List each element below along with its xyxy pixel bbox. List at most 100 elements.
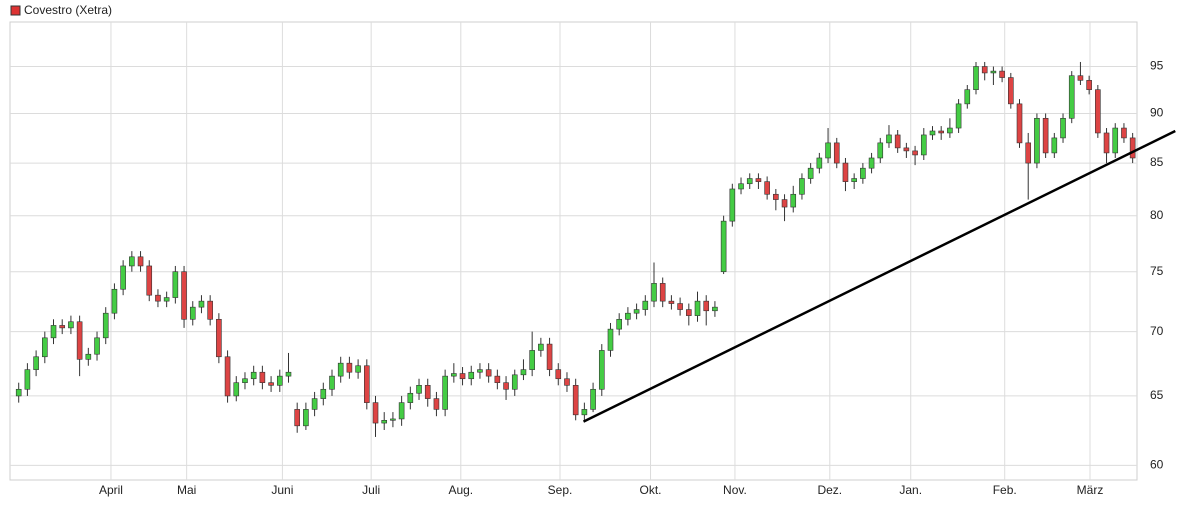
- candle-body: [477, 369, 483, 373]
- candle-body: [424, 385, 431, 399]
- y-tick-label: 80: [1150, 208, 1164, 222]
- candle-body: [929, 130, 936, 136]
- x-tick-label: Juni: [271, 483, 293, 497]
- candle-body: [1034, 117, 1040, 164]
- candle-body: [677, 303, 683, 310]
- x-tick-label: Sep.: [548, 483, 573, 497]
- candle-body: [1129, 137, 1136, 159]
- candle-body: [85, 353, 92, 360]
- candle-body: [355, 365, 361, 373]
- candle-body: [981, 66, 988, 74]
- candle-body: [912, 150, 918, 156]
- candle-body: [868, 157, 875, 169]
- candle-body: [242, 378, 248, 383]
- candle-body: [947, 127, 953, 134]
- x-tick-label: Dez.: [817, 483, 842, 497]
- candle-body: [155, 294, 161, 302]
- candle-body: [120, 265, 126, 290]
- candle-body: [259, 371, 266, 383]
- candle-body: [651, 283, 657, 302]
- candle-body: [642, 300, 649, 310]
- candle-body: [1008, 77, 1014, 105]
- candle-body: [250, 371, 257, 380]
- candle-body: [233, 382, 240, 397]
- candle-body: [564, 378, 570, 386]
- candle-body: [877, 142, 884, 159]
- candle-body: [451, 373, 457, 377]
- candle-body: [459, 373, 466, 380]
- y-tick-label: 75: [1150, 264, 1164, 278]
- candle-body: [268, 382, 274, 386]
- candle-body: [1112, 127, 1119, 154]
- candle-body: [860, 167, 866, 179]
- candle-body: [938, 130, 944, 134]
- x-tick-label: Okt.: [640, 483, 662, 497]
- candle-body: [668, 300, 675, 304]
- candle-body: [172, 271, 179, 298]
- candle-body: [364, 365, 370, 403]
- trend-line: [582, 129, 1176, 423]
- candle-body: [285, 371, 292, 377]
- candle-body: [442, 375, 448, 410]
- candle-body: [1068, 75, 1075, 119]
- candle-body: [15, 388, 22, 397]
- candle-body: [1086, 80, 1092, 90]
- candle-body: [842, 162, 849, 182]
- candle-body: [398, 402, 405, 420]
- y-tick-label: 60: [1150, 458, 1164, 472]
- candle-body: [851, 178, 857, 182]
- candle-body: [799, 178, 805, 195]
- candle-body: [1121, 127, 1127, 139]
- candle-body: [598, 350, 605, 390]
- candle-body: [68, 321, 74, 329]
- candle-body: [807, 167, 814, 179]
- candle-body: [1042, 117, 1049, 154]
- candle-body: [390, 418, 396, 421]
- x-tick-label: Mai: [177, 483, 196, 497]
- x-tick-label: Nov.: [723, 483, 747, 497]
- candle-body: [738, 183, 744, 190]
- x-tick-label: März: [1077, 483, 1104, 497]
- legend-swatch: [10, 5, 21, 16]
- candle-body: [24, 369, 31, 390]
- candle-body: [1060, 117, 1066, 139]
- x-tick-label: Juli: [362, 483, 380, 497]
- candle-body: [520, 369, 527, 376]
- y-tick-label: 95: [1150, 59, 1164, 73]
- candle-body: [1016, 103, 1023, 144]
- candle-body: [76, 321, 83, 360]
- candle-body: [694, 300, 701, 316]
- candle-body: [224, 356, 231, 397]
- candle-body: [1077, 75, 1084, 81]
- candle-body: [433, 398, 440, 410]
- candle-body: [920, 134, 927, 156]
- candle-body: [511, 374, 518, 390]
- candle-body: [659, 283, 666, 302]
- candle-body: [198, 300, 205, 308]
- candle-body: [755, 178, 762, 182]
- candle-body: [999, 70, 1005, 78]
- candle-body: [790, 193, 797, 208]
- y-tick-label: 85: [1150, 155, 1164, 169]
- candle-body: [590, 388, 596, 410]
- candle-body: [346, 362, 353, 373]
- candle-body: [746, 178, 753, 185]
- x-tick-label: Jan.: [899, 483, 922, 497]
- candle-body: [189, 306, 196, 320]
- candle-body: [538, 343, 544, 351]
- candle-body: [102, 312, 109, 339]
- candle-body: [955, 103, 962, 129]
- candle-body: [207, 300, 213, 320]
- candle-body: [773, 193, 779, 200]
- candle-body: [146, 265, 153, 296]
- candle-body: [703, 300, 710, 312]
- candle-body: [973, 66, 979, 90]
- candle-body: [94, 337, 100, 355]
- candle-body: [337, 362, 344, 377]
- candle-body: [320, 388, 327, 399]
- candle-body: [816, 157, 823, 169]
- candle-body: [720, 220, 727, 273]
- candle-body: [163, 297, 170, 302]
- candle-body: [311, 398, 318, 410]
- candle-body: [181, 271, 187, 320]
